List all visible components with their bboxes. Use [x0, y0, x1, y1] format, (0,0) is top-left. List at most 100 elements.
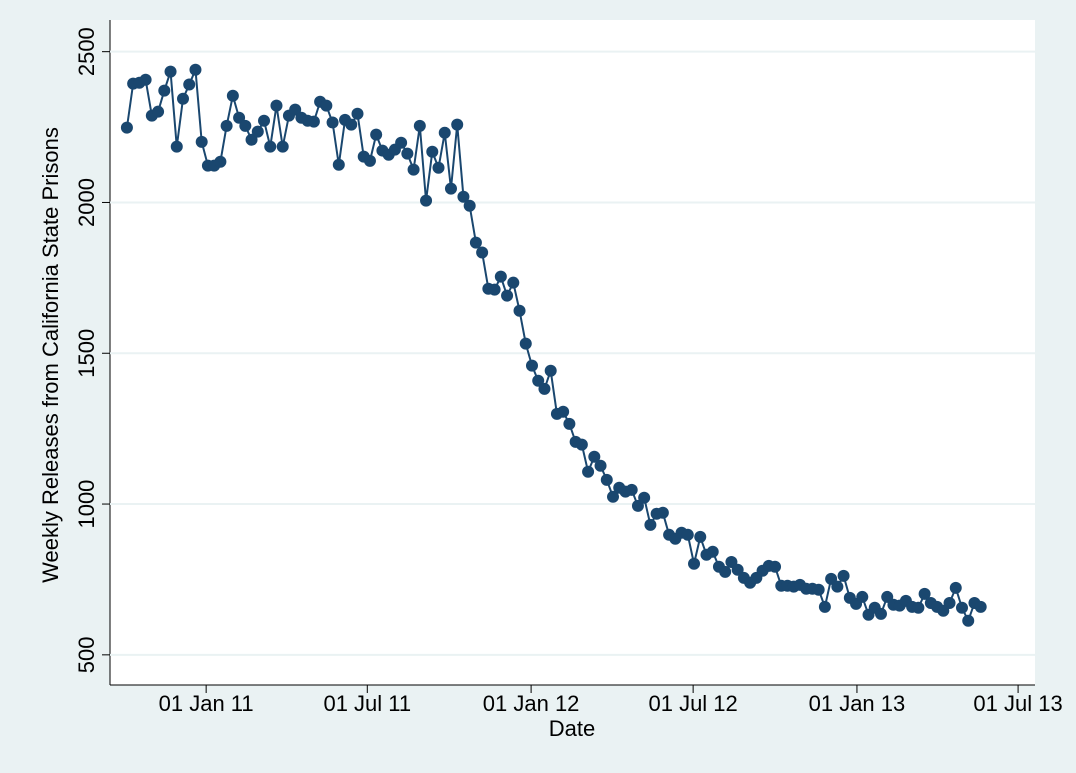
- marker: [594, 459, 607, 472]
- marker: [943, 596, 956, 609]
- marker: [307, 115, 320, 128]
- marker: [644, 518, 657, 531]
- marker: [532, 374, 545, 387]
- x-tick-label: 01 Jul 11: [323, 691, 411, 716]
- marker: [681, 528, 694, 541]
- marker: [557, 405, 570, 418]
- marker: [488, 283, 501, 296]
- marker: [239, 119, 252, 132]
- marker: [332, 158, 345, 171]
- marker: [501, 289, 514, 302]
- marker: [812, 583, 825, 596]
- marker: [264, 140, 277, 153]
- marker: [818, 600, 831, 613]
- marker: [251, 125, 264, 138]
- marker: [507, 276, 520, 289]
- marker: [258, 114, 271, 127]
- marker: [120, 121, 133, 134]
- marker: [962, 614, 975, 627]
- marker: [544, 364, 557, 377]
- marker: [694, 530, 707, 543]
- marker: [226, 89, 239, 102]
- marker: [525, 359, 538, 372]
- marker: [189, 63, 202, 76]
- marker: [457, 190, 470, 203]
- x-tick-label: 01 Jan 13: [809, 691, 906, 716]
- marker: [395, 136, 408, 149]
- marker: [656, 506, 669, 519]
- marker: [326, 116, 339, 129]
- marker: [363, 154, 376, 167]
- marker: [625, 483, 638, 496]
- marker: [463, 199, 476, 212]
- marker: [158, 84, 171, 97]
- y-tick-label: 2500: [74, 27, 99, 76]
- marker: [949, 581, 962, 594]
- marker: [164, 65, 177, 78]
- marker: [195, 135, 208, 148]
- marker: [688, 557, 701, 570]
- marker: [769, 560, 782, 573]
- y-tick-label: 500: [74, 636, 99, 673]
- marker: [351, 107, 364, 120]
- marker: [476, 246, 489, 259]
- marker: [538, 382, 551, 395]
- marker: [469, 236, 482, 249]
- marker: [582, 465, 595, 478]
- marker: [289, 103, 302, 116]
- marker: [432, 161, 445, 174]
- marker: [631, 499, 644, 512]
- marker: [974, 600, 987, 613]
- marker: [607, 490, 620, 503]
- marker: [413, 119, 426, 132]
- marker: [494, 270, 507, 283]
- marker: [183, 78, 196, 91]
- y-tick-label: 1500: [74, 329, 99, 378]
- marker: [731, 563, 744, 576]
- marker: [912, 601, 925, 614]
- marker: [345, 118, 358, 131]
- marker: [918, 587, 931, 600]
- marker: [320, 99, 333, 112]
- marker: [407, 163, 420, 176]
- x-axis-label: Date: [549, 716, 595, 741]
- marker: [600, 473, 613, 486]
- marker: [519, 337, 532, 350]
- marker: [220, 119, 233, 132]
- marker: [451, 118, 464, 131]
- marker: [438, 126, 451, 139]
- marker: [955, 601, 968, 614]
- marker: [874, 607, 887, 620]
- x-tick-label: 01 Jan 11: [159, 691, 254, 716]
- marker: [719, 565, 732, 578]
- x-tick-label: 01 Jul 13: [973, 691, 1062, 716]
- marker: [245, 133, 258, 146]
- marker: [837, 569, 850, 582]
- marker: [856, 590, 869, 603]
- marker: [426, 145, 439, 158]
- marker: [513, 304, 526, 317]
- marker: [588, 450, 601, 463]
- x-tick-label: 01 Jan 12: [483, 691, 580, 716]
- marker: [152, 105, 165, 118]
- marker: [420, 194, 433, 207]
- y-tick-label: 2000: [74, 178, 99, 227]
- marker: [177, 92, 190, 105]
- y-axis-label: Weekly Releases from California State Pr…: [38, 127, 63, 583]
- marker: [575, 438, 588, 451]
- marker: [370, 128, 383, 141]
- marker: [563, 417, 576, 430]
- marker: [444, 182, 457, 195]
- y-tick-label: 1000: [74, 480, 99, 529]
- x-tick-label: 01 Jul 12: [648, 691, 737, 716]
- marker: [233, 111, 246, 124]
- marker: [638, 491, 651, 504]
- marker: [214, 155, 227, 168]
- marker: [139, 73, 152, 86]
- marker: [401, 147, 414, 160]
- marker: [706, 545, 719, 558]
- marker: [170, 140, 183, 153]
- marker: [831, 580, 844, 593]
- marker: [276, 140, 289, 153]
